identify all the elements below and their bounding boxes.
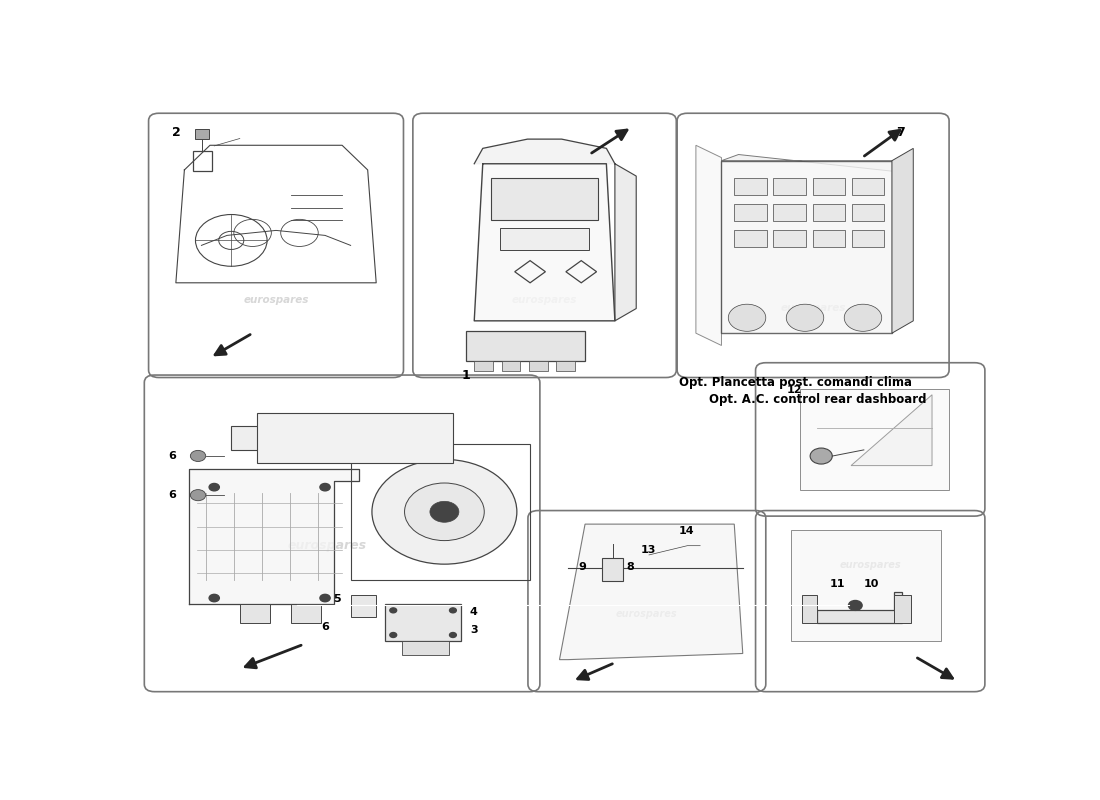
Text: 6: 6 bbox=[321, 622, 329, 632]
Bar bbox=[773, 204, 806, 221]
Text: Opt. Plancetta post. comandi clima: Opt. Plancetta post. comandi clima bbox=[679, 375, 912, 389]
Polygon shape bbox=[474, 164, 615, 321]
Bar bbox=[602, 558, 624, 581]
Polygon shape bbox=[817, 592, 902, 622]
Text: 14: 14 bbox=[679, 526, 694, 537]
Circle shape bbox=[786, 304, 824, 331]
Circle shape bbox=[209, 483, 219, 491]
Circle shape bbox=[209, 594, 219, 602]
Circle shape bbox=[190, 450, 206, 462]
Bar bbox=[465, 331, 585, 361]
Bar bbox=[240, 604, 270, 622]
Circle shape bbox=[320, 594, 330, 602]
Polygon shape bbox=[893, 595, 911, 622]
Text: 4: 4 bbox=[470, 606, 477, 617]
Bar bbox=[735, 204, 767, 221]
Text: eurospares: eurospares bbox=[512, 295, 578, 306]
Bar bbox=[557, 361, 575, 370]
Polygon shape bbox=[851, 394, 932, 466]
Text: 7: 7 bbox=[896, 126, 905, 139]
Text: 6: 6 bbox=[168, 490, 176, 500]
Bar bbox=[851, 204, 884, 221]
Circle shape bbox=[844, 304, 882, 331]
Text: 13: 13 bbox=[640, 545, 656, 555]
Circle shape bbox=[810, 448, 833, 464]
Circle shape bbox=[320, 483, 330, 491]
Polygon shape bbox=[615, 164, 636, 321]
Bar bbox=[851, 230, 884, 247]
Polygon shape bbox=[189, 469, 359, 604]
Bar bbox=[192, 151, 211, 170]
Polygon shape bbox=[696, 146, 722, 346]
Text: 5: 5 bbox=[333, 594, 341, 604]
Text: 6: 6 bbox=[168, 451, 176, 461]
Bar bbox=[773, 178, 806, 195]
Bar bbox=[290, 604, 321, 622]
Circle shape bbox=[450, 633, 456, 638]
Text: 12: 12 bbox=[788, 385, 803, 394]
Bar bbox=[492, 178, 598, 221]
Text: 11: 11 bbox=[829, 579, 845, 589]
Bar bbox=[257, 414, 453, 462]
Polygon shape bbox=[791, 530, 940, 641]
Polygon shape bbox=[802, 595, 817, 622]
Polygon shape bbox=[892, 148, 913, 333]
Bar bbox=[813, 230, 845, 247]
Text: 10: 10 bbox=[864, 579, 879, 589]
Bar bbox=[385, 604, 462, 641]
Bar bbox=[813, 204, 845, 221]
Circle shape bbox=[372, 459, 517, 564]
Circle shape bbox=[389, 608, 397, 613]
Circle shape bbox=[848, 601, 862, 610]
Text: 3: 3 bbox=[470, 625, 477, 635]
Bar bbox=[735, 178, 767, 195]
Bar bbox=[502, 361, 520, 370]
Polygon shape bbox=[722, 161, 892, 333]
Text: 8: 8 bbox=[626, 562, 634, 572]
Text: 1: 1 bbox=[462, 369, 470, 382]
Bar bbox=[499, 228, 590, 250]
Polygon shape bbox=[800, 389, 949, 490]
Circle shape bbox=[190, 490, 206, 501]
Text: eurospares: eurospares bbox=[616, 610, 678, 619]
Bar bbox=[402, 641, 449, 654]
Text: 2: 2 bbox=[172, 126, 180, 139]
Bar bbox=[529, 361, 548, 370]
Circle shape bbox=[405, 483, 484, 541]
Text: eurospares: eurospares bbox=[839, 559, 901, 570]
Bar bbox=[351, 595, 376, 617]
Text: Opt. A.C. control rear dashboard: Opt. A.C. control rear dashboard bbox=[708, 393, 926, 406]
Text: eurospares: eurospares bbox=[287, 539, 366, 552]
Bar bbox=[773, 230, 806, 247]
Polygon shape bbox=[722, 154, 909, 173]
Polygon shape bbox=[474, 139, 615, 164]
Bar bbox=[231, 426, 419, 450]
Bar bbox=[196, 129, 209, 138]
Text: eurospares: eurospares bbox=[243, 295, 309, 306]
Text: eurospares: eurospares bbox=[780, 302, 846, 313]
Circle shape bbox=[389, 633, 397, 638]
Bar bbox=[474, 361, 493, 370]
Text: 9: 9 bbox=[579, 562, 586, 572]
Bar bbox=[351, 444, 530, 579]
Bar bbox=[813, 178, 845, 195]
Circle shape bbox=[728, 304, 766, 331]
Bar bbox=[735, 230, 767, 247]
Bar bbox=[851, 178, 884, 195]
Polygon shape bbox=[560, 524, 742, 660]
Circle shape bbox=[430, 502, 459, 522]
Circle shape bbox=[450, 608, 456, 613]
